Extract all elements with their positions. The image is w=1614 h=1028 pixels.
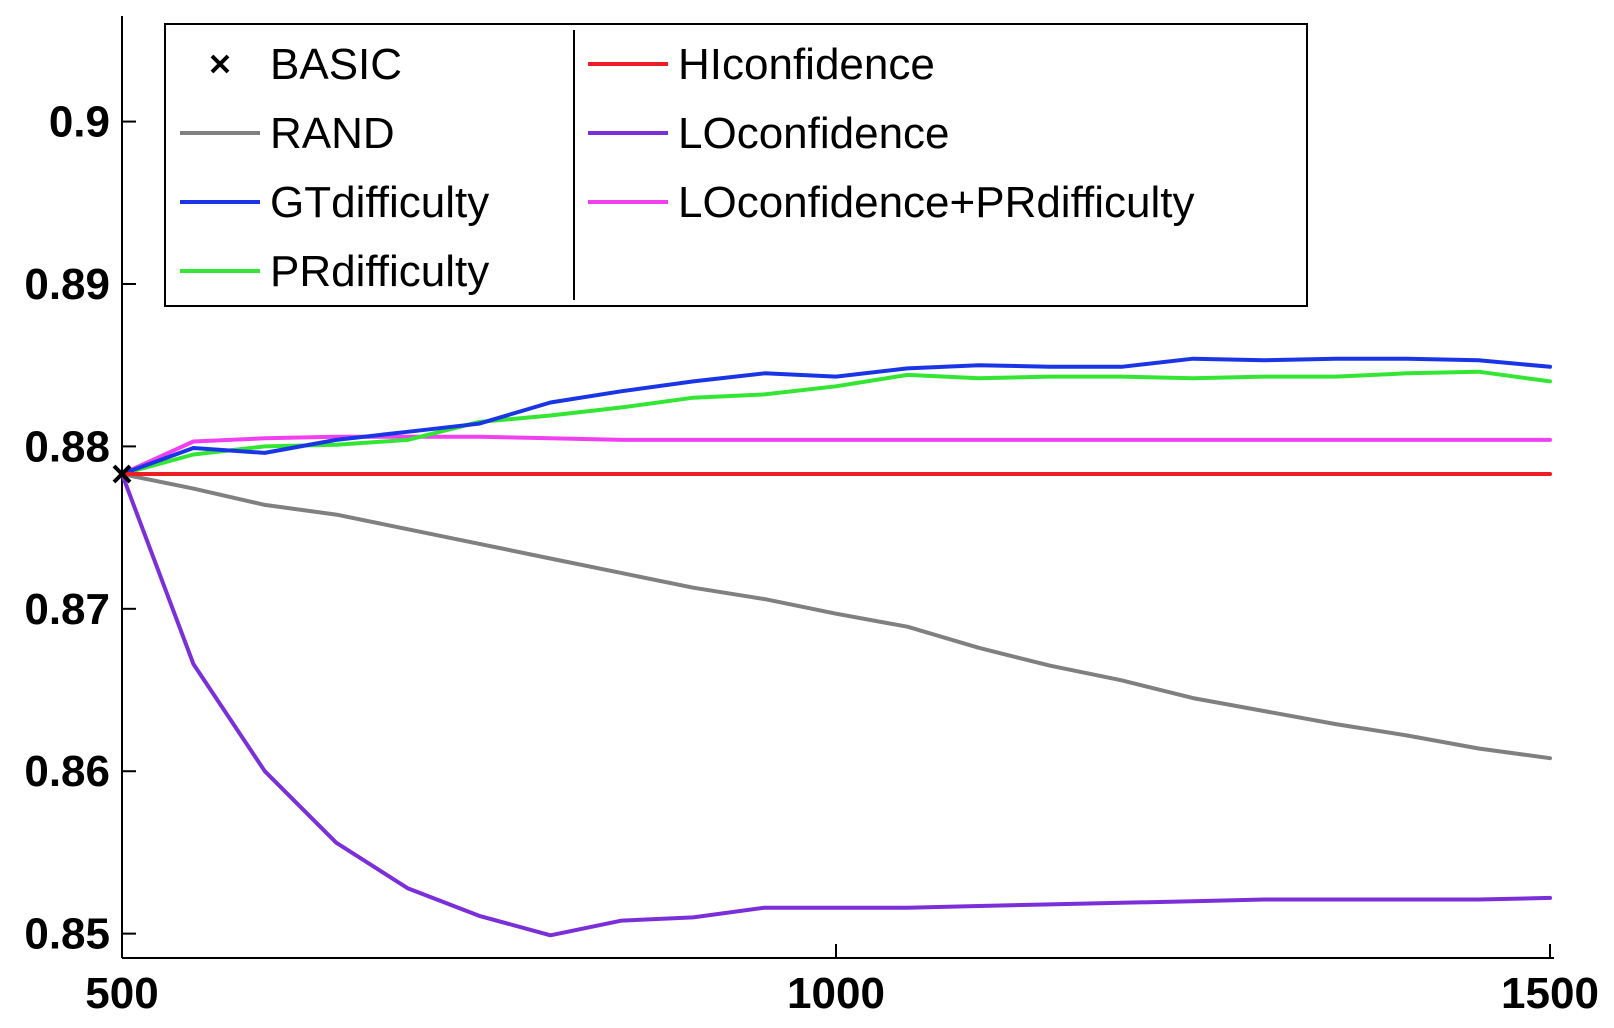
- legend-entry-rand: RAND: [180, 109, 395, 158]
- series-line-rand: [120, 472, 1552, 761]
- x-tick-label: 1500: [1501, 969, 1599, 1018]
- series-line-gtdifficulty: [120, 356, 1552, 476]
- x-tick-label: 1000: [787, 969, 885, 1018]
- legend-label: HIconfidence: [678, 40, 935, 89]
- legend-label: LOconfidence: [678, 109, 950, 158]
- legend-label: LOconfidence+PRdifficulty: [678, 178, 1194, 227]
- series-line-loconfidence: [120, 472, 1552, 938]
- legend-entry-hiconfidence: HIconfidence: [588, 40, 935, 89]
- y-tick-label: 0.86: [24, 747, 110, 796]
- axes: [121, 16, 1554, 959]
- legend-label: RAND: [270, 109, 395, 158]
- marker-basic: [112, 464, 132, 484]
- legend-entry-prdifficulty: PRdifficulty: [180, 247, 489, 296]
- legend-entry-basic: BASIC: [210, 40, 402, 89]
- y-tick-label: 0.89: [24, 260, 110, 309]
- x-ticks: 500 1000 1500: [85, 944, 1599, 1018]
- marker-layer: [112, 464, 132, 484]
- legend-box: [164, 23, 1308, 307]
- series-layer: [120, 356, 1552, 938]
- legend-label: BASIC: [270, 40, 402, 89]
- legend-label: PRdifficulty: [270, 247, 489, 296]
- series-line-loconfidence-prdifficulty: [120, 434, 1552, 476]
- legend-label: GTdifficulty: [270, 178, 489, 227]
- y-tick-label: 0.9: [49, 98, 110, 147]
- legend-entry-loconfidence: LOconfidence: [588, 109, 950, 158]
- x-tick-label: 500: [85, 969, 158, 1018]
- y-tick-label: 0.88: [24, 422, 110, 471]
- y-ticks: 0.85 0.86 0.87 0.88 0.89 0.9: [24, 98, 136, 959]
- legend-entry-loconfidence-prdifficulty: LOconfidence+PRdifficulty: [588, 178, 1194, 227]
- legend-entry-gtdifficulty: GTdifficulty: [180, 178, 489, 227]
- legend: BASIC RAND GTdifficulty PRdifficulty HIconfi…: [164, 23, 1308, 307]
- y-tick-label: 0.85: [24, 910, 110, 959]
- y-tick-label: 0.87: [24, 585, 110, 634]
- series-line-prdifficulty: [120, 369, 1552, 476]
